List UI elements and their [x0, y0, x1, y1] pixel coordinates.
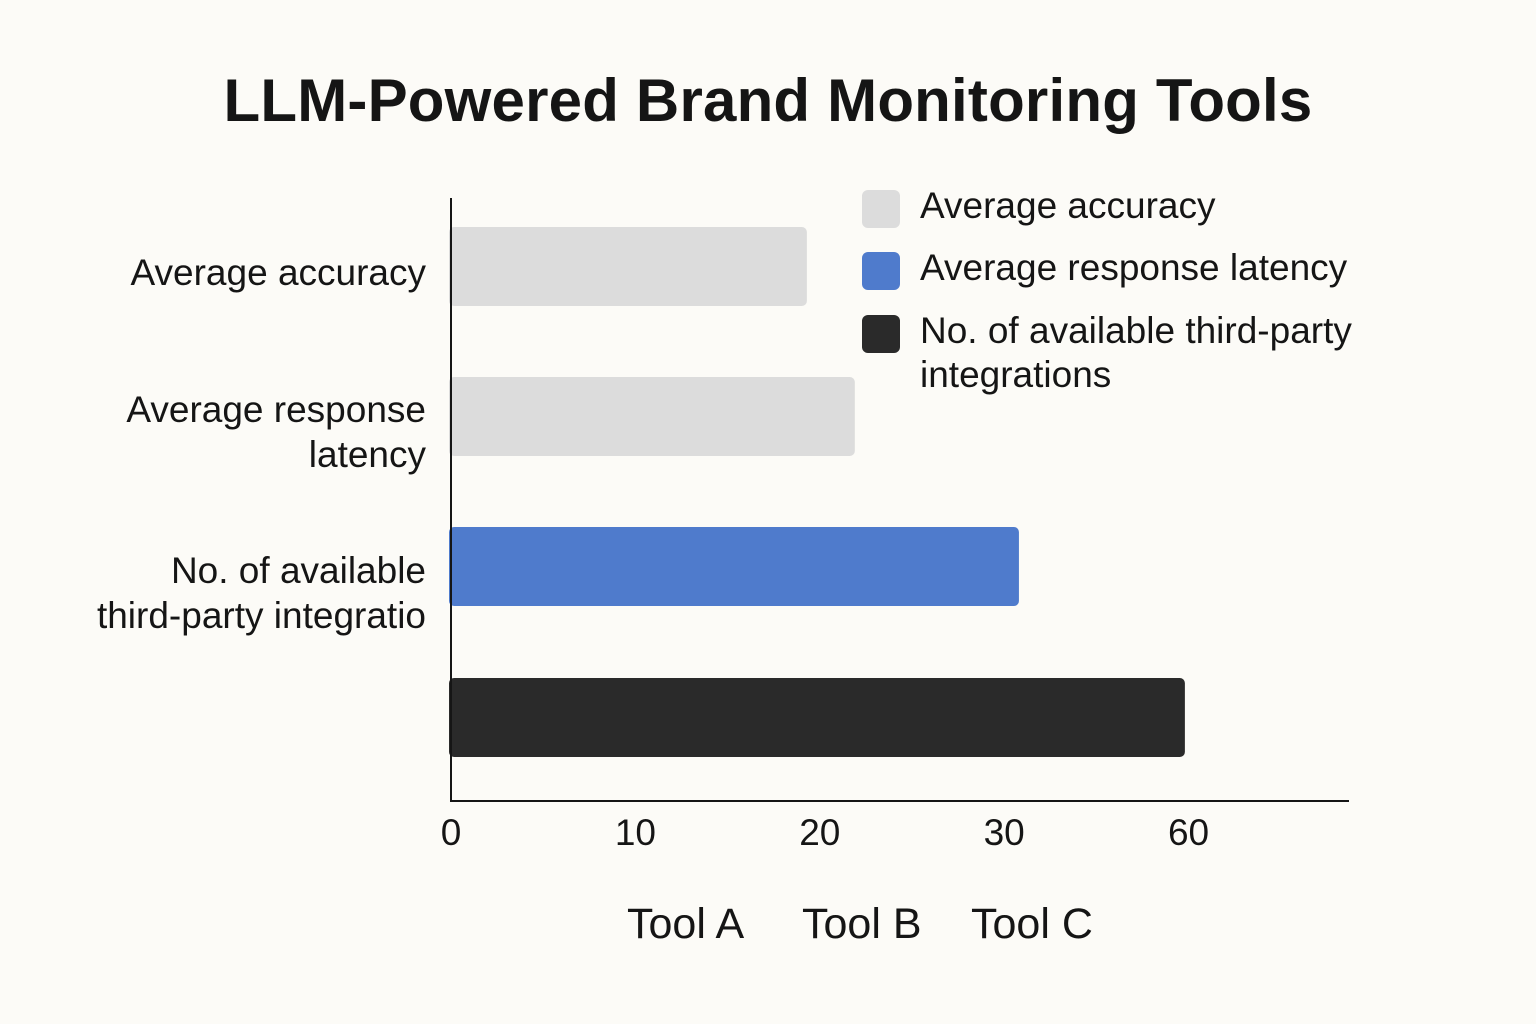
legend-swatch [862, 252, 900, 290]
bar-2 [449, 377, 855, 456]
bars-group [449, 227, 1185, 757]
chart-title: LLM-Powered Brand Monitoring Tools [223, 67, 1313, 134]
x-tick-label: 10 [614, 812, 656, 853]
legend-label: Average response latency [920, 247, 1348, 288]
legend-swatch [862, 190, 900, 228]
legend-swatch [862, 315, 900, 353]
legend-label: Average accuracy [920, 185, 1216, 226]
x-tick-label: 60 [1167, 812, 1210, 853]
x-tick-label: 20 [799, 812, 841, 853]
bottom-label-tool-a: Tool A [627, 900, 745, 948]
legend-label: No. of available third-party integration… [920, 310, 1352, 395]
x-tick-label: 0 [440, 812, 462, 853]
category-label-latency: Average response latency [126, 389, 426, 475]
category-label-accuracy: Average accuracy [130, 252, 426, 293]
category-label-integrations: No. of available third-party integratio [96, 550, 426, 636]
bar-3 [449, 527, 1019, 606]
bar-4 [449, 678, 1185, 757]
bottom-label-tool-c: Tool C [971, 900, 1093, 948]
bar-1 [449, 227, 807, 306]
bottom-label-tool-b: Tool B [802, 900, 922, 948]
x-tick-label: 30 [983, 812, 1025, 853]
